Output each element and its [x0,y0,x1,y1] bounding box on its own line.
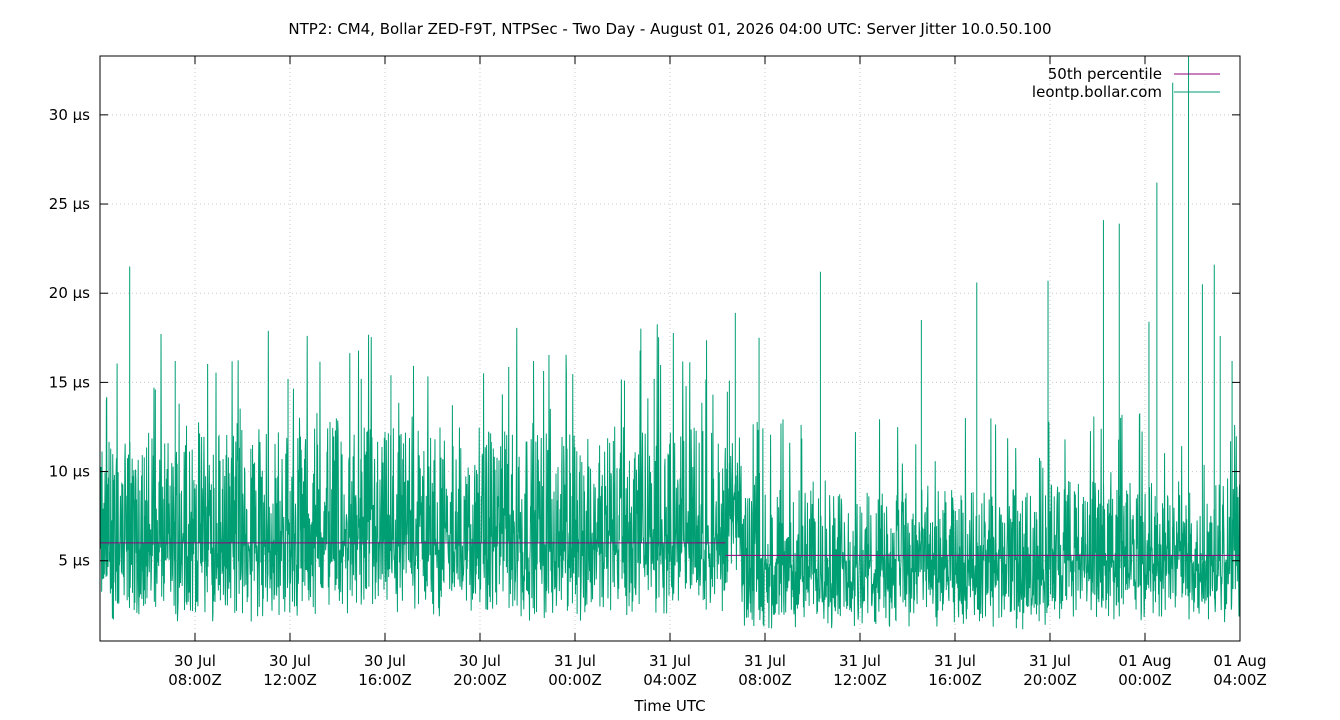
y-tick-label-4: 25 µs [49,195,90,213]
y-tick-label-0: 5 µs [58,552,90,570]
x-tick-label-0-time: 08:00Z [168,671,222,689]
y-tick-label-2: 15 µs [49,373,90,391]
plot-border [99,55,1241,642]
x-tick-label-6-date: 31 Jul [744,652,786,670]
x-tick-label-7-date: 31 Jul [839,652,881,670]
legend-label-50th-percentile: 50th percentile [1048,65,1162,83]
x-tick-label-11-date: 01 Aug [1213,652,1266,670]
x-tick-label-1-time: 12:00Z [263,671,317,689]
x-tick-label-5-date: 31 Jul [649,652,691,670]
y-tick-label-1: 10 µs [49,463,90,481]
x-tick-label-8-time: 16:00Z [928,671,982,689]
x-tick-label-4-time: 00:00Z [548,671,602,689]
x-tick-label-3-date: 30 Jul [459,652,501,670]
chart-title: NTP2: CM4, Bollar ZED-F9T, NTPSec - Two … [288,20,1051,38]
legend-label-leontp-bollar-com: leontp.bollar.com [1032,83,1162,101]
x-tick-label-10-time: 00:00Z [1118,671,1172,689]
y-tick-label-3: 20 µs [49,284,90,302]
x-tick-label-1-date: 30 Jul [269,652,311,670]
x-axis-label: Time UTC [633,697,705,715]
x-tick-label-2-date: 30 Jul [364,652,406,670]
x-tick-label-2-time: 16:00Z [358,671,412,689]
series-leontp-bollar-com-line [99,324,1241,630]
x-tick-label-0-date: 30 Jul [174,652,216,670]
x-tick-label-5-time: 04:00Z [643,671,697,689]
x-tick-label-8-date: 31 Jul [934,652,976,670]
x-tick-label-9-date: 31 Jul [1029,652,1071,670]
x-tick-label-6-time: 08:00Z [738,671,792,689]
legend: 50th percentile leontp.bollar.com [1032,65,1220,101]
x-tick-label-7-time: 12:00Z [833,671,887,689]
x-tick-label-9-time: 20:00Z [1023,671,1077,689]
x-tick-label-3-time: 20:00Z [453,671,507,689]
x-tick-label-4-date: 31 Jul [554,652,596,670]
plot-area [99,56,1241,630]
y-tick-label-5: 30 µs [49,106,90,124]
x-tick-label-10-date: 01 Aug [1118,652,1171,670]
x-tick-label-11-time: 04:00Z [1213,671,1267,689]
